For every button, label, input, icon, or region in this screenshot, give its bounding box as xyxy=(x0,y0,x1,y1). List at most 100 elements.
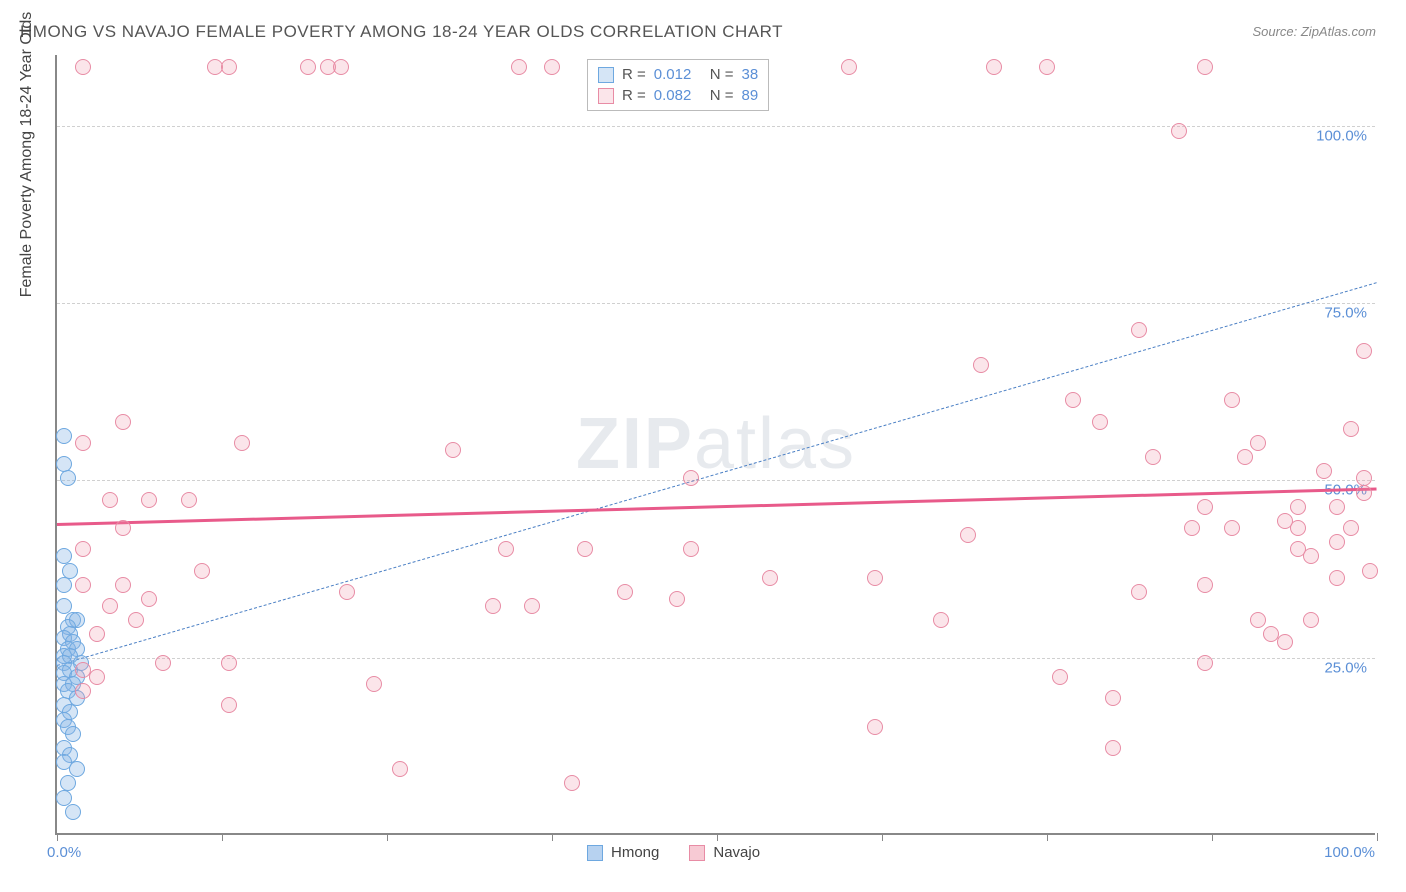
data-point-navajo xyxy=(683,541,699,557)
data-point-navajo xyxy=(1329,570,1345,586)
data-point-navajo xyxy=(1303,548,1319,564)
data-point-navajo xyxy=(102,492,118,508)
trend-line-hmong xyxy=(57,282,1377,666)
data-point-navajo xyxy=(524,598,540,614)
data-point-navajo xyxy=(973,357,989,373)
x-axis-min-label: 0.0% xyxy=(47,844,81,861)
data-point-navajo xyxy=(1343,421,1359,437)
grid-line xyxy=(57,658,1375,659)
data-point-navajo xyxy=(1329,534,1345,550)
data-point-navajo xyxy=(1224,520,1240,536)
data-point-navajo xyxy=(75,577,91,593)
data-point-navajo xyxy=(181,492,197,508)
data-point-navajo xyxy=(300,59,316,75)
n-value: 89 xyxy=(742,87,759,104)
data-point-hmong xyxy=(65,726,81,742)
data-point-navajo xyxy=(392,761,408,777)
data-point-navajo xyxy=(75,683,91,699)
data-point-navajo xyxy=(234,435,250,451)
trend-line-navajo xyxy=(57,488,1377,526)
data-point-navajo xyxy=(1277,634,1293,650)
data-point-navajo xyxy=(1290,499,1306,515)
data-point-navajo xyxy=(339,584,355,600)
data-point-navajo xyxy=(155,655,171,671)
data-point-navajo xyxy=(960,527,976,543)
x-tick xyxy=(387,833,388,841)
data-point-navajo xyxy=(1092,414,1108,430)
data-point-navajo xyxy=(1105,740,1121,756)
data-point-navajo xyxy=(933,612,949,628)
legend-swatch xyxy=(598,88,614,104)
data-point-navajo xyxy=(1145,449,1161,465)
x-tick xyxy=(1377,833,1378,841)
data-point-navajo xyxy=(445,442,461,458)
data-point-navajo xyxy=(1184,520,1200,536)
data-point-navajo xyxy=(1197,655,1213,671)
n-value: 38 xyxy=(742,66,759,83)
data-point-navajo xyxy=(1105,690,1121,706)
data-point-navajo xyxy=(141,492,157,508)
data-point-navajo xyxy=(1250,435,1266,451)
data-point-navajo xyxy=(1131,322,1147,338)
data-point-navajo xyxy=(1224,392,1240,408)
data-point-navajo xyxy=(1316,463,1332,479)
data-point-navajo xyxy=(115,414,131,430)
data-point-navajo xyxy=(683,470,699,486)
data-point-navajo xyxy=(75,435,91,451)
correlation-legend: R =0.012N =38R =0.082N =89 xyxy=(587,59,769,111)
data-point-navajo xyxy=(1362,563,1378,579)
data-point-navajo xyxy=(194,563,210,579)
y-tick-label: 100.0% xyxy=(1316,127,1367,144)
data-point-navajo xyxy=(1343,520,1359,536)
legend-swatch xyxy=(587,845,603,861)
data-point-navajo xyxy=(485,598,501,614)
y-axis-title: Female Poverty Among 18-24 Year Olds xyxy=(18,12,36,298)
data-point-navajo xyxy=(564,775,580,791)
legend-label: Hmong xyxy=(611,844,659,861)
data-point-navajo xyxy=(221,697,237,713)
y-tick-label: 25.0% xyxy=(1324,659,1367,676)
data-point-hmong xyxy=(56,428,72,444)
data-point-navajo xyxy=(1197,577,1213,593)
data-point-navajo xyxy=(141,591,157,607)
data-point-navajo xyxy=(577,541,593,557)
data-point-navajo xyxy=(1303,612,1319,628)
x-tick xyxy=(1212,833,1213,841)
legend-item-navajo: Navajo xyxy=(689,844,760,861)
y-tick-label: 75.0% xyxy=(1324,305,1367,322)
data-point-hmong xyxy=(65,804,81,820)
data-point-navajo xyxy=(841,59,857,75)
data-point-navajo xyxy=(1237,449,1253,465)
data-point-hmong xyxy=(56,598,72,614)
n-label: N = xyxy=(710,87,734,104)
data-point-navajo xyxy=(867,570,883,586)
data-point-navajo xyxy=(1171,123,1187,139)
data-point-navajo xyxy=(1197,59,1213,75)
n-label: N = xyxy=(710,66,734,83)
plot-area: ZIPatlas R =0.012N =38R =0.082N =89 Hmon… xyxy=(55,55,1375,835)
data-point-navajo xyxy=(75,59,91,75)
grid-line xyxy=(57,480,1375,481)
legend-swatch xyxy=(689,845,705,861)
legend-swatch xyxy=(598,67,614,83)
data-point-hmong xyxy=(69,761,85,777)
x-tick xyxy=(552,833,553,841)
r-value: 0.012 xyxy=(654,66,702,83)
data-point-navajo xyxy=(986,59,1002,75)
data-point-navajo xyxy=(128,612,144,628)
x-tick xyxy=(717,833,718,841)
data-point-navajo xyxy=(1065,392,1081,408)
legend-item-hmong: Hmong xyxy=(587,844,659,861)
data-point-navajo xyxy=(867,719,883,735)
data-point-navajo xyxy=(1329,499,1345,515)
legend-row-hmong: R =0.012N =38 xyxy=(598,64,758,85)
data-point-navajo xyxy=(102,598,118,614)
data-point-navajo xyxy=(1131,584,1147,600)
data-point-navajo xyxy=(333,59,349,75)
data-point-navajo xyxy=(511,59,527,75)
data-point-hmong xyxy=(56,577,72,593)
chart-title: HMONG VS NAVAJO FEMALE POVERTY AMONG 18-… xyxy=(20,22,783,42)
data-point-navajo xyxy=(366,676,382,692)
data-point-navajo xyxy=(498,541,514,557)
data-point-navajo xyxy=(1250,612,1266,628)
